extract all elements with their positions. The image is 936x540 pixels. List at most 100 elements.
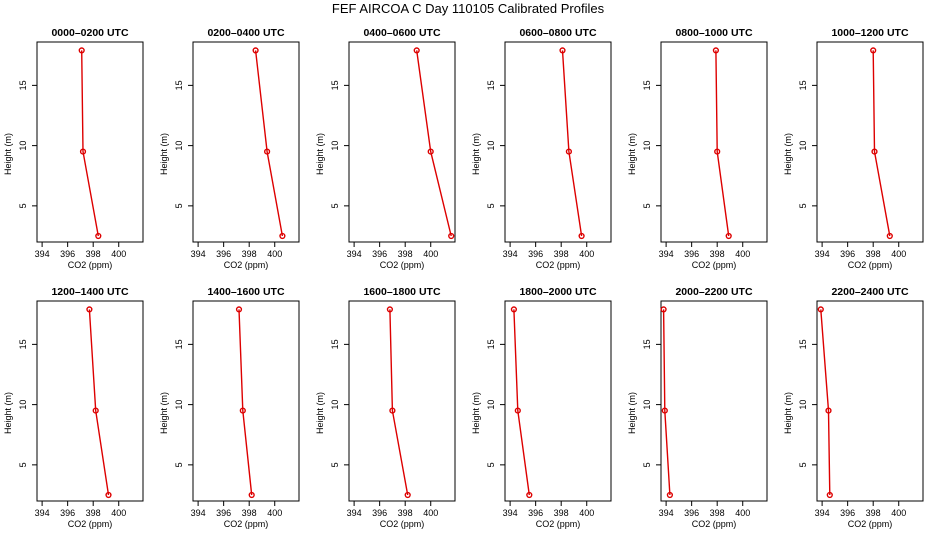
data-point xyxy=(427,148,434,155)
data-point xyxy=(871,148,878,155)
x-tick-label: 394 xyxy=(191,508,206,518)
y-tick-label: 15 xyxy=(486,80,496,90)
x-tick-label: 396 xyxy=(60,249,75,259)
panel-title: 0200–0400 UTC xyxy=(207,27,284,39)
data-point xyxy=(660,306,667,313)
data-point xyxy=(578,232,585,240)
data-point xyxy=(78,47,85,54)
x-tick-label: 396 xyxy=(684,508,699,518)
y-axis-label: Height (m) xyxy=(783,392,793,434)
data-point xyxy=(448,232,455,240)
x-axis-label: CO2 (ppm) xyxy=(68,519,113,529)
x-tick-label: 396 xyxy=(684,249,699,259)
x-tick-label: 394 xyxy=(35,508,50,518)
x-tick-label: 400 xyxy=(111,508,126,518)
profile-line xyxy=(81,50,99,237)
data-point xyxy=(413,47,420,54)
x-tick-label: 398 xyxy=(554,249,569,259)
y-tick-label: 15 xyxy=(174,339,184,349)
x-tick-label: 396 xyxy=(840,249,855,259)
panel-title: 1000–1200 UTC xyxy=(831,27,908,39)
data-point xyxy=(264,148,271,155)
x-tick-label: 400 xyxy=(267,249,282,259)
plot-frame xyxy=(36,300,144,502)
x-tick-label: 396 xyxy=(372,249,387,259)
data-point xyxy=(386,306,394,313)
y-tick-label: 5 xyxy=(798,203,808,208)
profile-line xyxy=(561,50,583,237)
y-axis-label: Height (m) xyxy=(3,133,13,175)
data-point xyxy=(666,491,674,499)
y-tick-label: 5 xyxy=(18,462,28,467)
x-tick-label: 398 xyxy=(86,508,101,518)
profile-line xyxy=(513,309,530,496)
y-tick-label: 10 xyxy=(330,141,340,151)
y-axis-label: Height (m) xyxy=(315,392,325,434)
panel-title: 0400–0600 UTC xyxy=(363,27,440,39)
figure-title: FEF AIRCOA C Day 110105 Calibrated Profi… xyxy=(331,1,605,16)
data-point xyxy=(725,232,732,240)
plot-frame xyxy=(348,300,456,502)
plot-frame xyxy=(504,300,612,502)
panel-title: 2000–2200 UTC xyxy=(675,286,752,298)
data-point xyxy=(105,491,112,499)
y-axis-label: Height (m) xyxy=(159,133,169,175)
data-point xyxy=(559,47,566,54)
y-tick-label: 10 xyxy=(798,141,808,151)
y-axis-label: Height (m) xyxy=(315,133,325,175)
data-point xyxy=(86,306,93,313)
y-tick-label: 10 xyxy=(330,400,340,410)
x-tick-label: 396 xyxy=(216,508,231,518)
data-point xyxy=(817,306,824,313)
data-point xyxy=(714,148,721,155)
y-tick-label: 15 xyxy=(798,339,808,349)
plot-frame xyxy=(504,41,612,243)
x-tick-label: 400 xyxy=(891,508,906,518)
data-point xyxy=(826,491,833,499)
x-axis-label: CO2 (ppm) xyxy=(380,260,425,270)
y-tick-label: 10 xyxy=(18,141,28,151)
x-tick-label: 396 xyxy=(60,508,75,518)
panel-title: 1800–2000 UTC xyxy=(519,286,596,298)
data-point xyxy=(514,407,521,414)
y-tick-label: 15 xyxy=(642,80,652,90)
y-tick-label: 15 xyxy=(330,339,340,349)
y-tick-label: 10 xyxy=(642,141,652,151)
data-point xyxy=(661,407,668,414)
x-tick-label: 398 xyxy=(554,508,569,518)
data-point xyxy=(825,407,832,414)
panel-title: 1400–1600 UTC xyxy=(207,286,284,298)
y-tick-label: 10 xyxy=(486,400,496,410)
x-tick-label: 398 xyxy=(242,249,257,259)
x-tick-label: 398 xyxy=(866,508,881,518)
x-axis-label: CO2 (ppm) xyxy=(536,260,581,270)
y-tick-label: 5 xyxy=(486,462,496,467)
plot-frame xyxy=(816,41,924,243)
panel-title: 0800–1000 UTC xyxy=(675,27,752,39)
x-axis-label: CO2 (ppm) xyxy=(224,519,269,529)
plot-frame xyxy=(192,41,300,243)
panel-title: 2200–2400 UTC xyxy=(831,286,908,298)
data-point xyxy=(92,407,99,414)
data-point xyxy=(252,47,259,54)
data-point xyxy=(79,148,87,155)
x-tick-label: 394 xyxy=(347,508,362,518)
y-tick-label: 15 xyxy=(486,339,496,349)
profile-line xyxy=(416,50,452,237)
y-tick-label: 5 xyxy=(330,203,340,208)
x-tick-label: 400 xyxy=(423,249,438,259)
x-axis-label: CO2 (ppm) xyxy=(224,260,269,270)
panel-title: 0600–0800 UTC xyxy=(519,27,596,39)
x-tick-label: 396 xyxy=(216,249,231,259)
y-tick-label: 5 xyxy=(798,462,808,467)
profile-line xyxy=(238,309,253,496)
data-point xyxy=(235,306,243,313)
